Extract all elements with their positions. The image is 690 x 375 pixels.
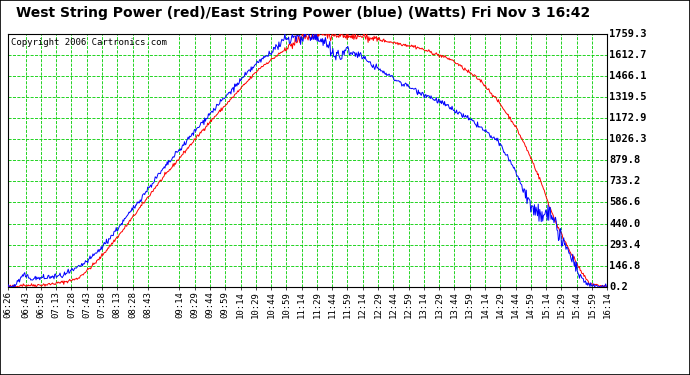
Text: 1172.9: 1172.9 <box>609 113 647 123</box>
Text: 733.2: 733.2 <box>609 176 640 186</box>
Text: 1612.7: 1612.7 <box>609 50 647 60</box>
Text: West String Power (red)/East String Power (blue) (Watts) Fri Nov 3 16:42: West String Power (red)/East String Powe… <box>17 6 591 20</box>
Text: 1759.3: 1759.3 <box>609 29 647 39</box>
Text: 1466.1: 1466.1 <box>609 71 647 81</box>
Text: 293.4: 293.4 <box>609 240 640 250</box>
Text: 1319.5: 1319.5 <box>609 92 647 102</box>
Text: 586.6: 586.6 <box>609 198 640 207</box>
Text: 879.8: 879.8 <box>609 155 640 165</box>
Text: 1026.3: 1026.3 <box>609 134 647 144</box>
Text: 0.2: 0.2 <box>609 282 628 292</box>
Text: 146.8: 146.8 <box>609 261 640 271</box>
Text: Copyright 2006 Cartronics.com: Copyright 2006 Cartronics.com <box>11 38 167 46</box>
Text: 440.0: 440.0 <box>609 219 640 229</box>
